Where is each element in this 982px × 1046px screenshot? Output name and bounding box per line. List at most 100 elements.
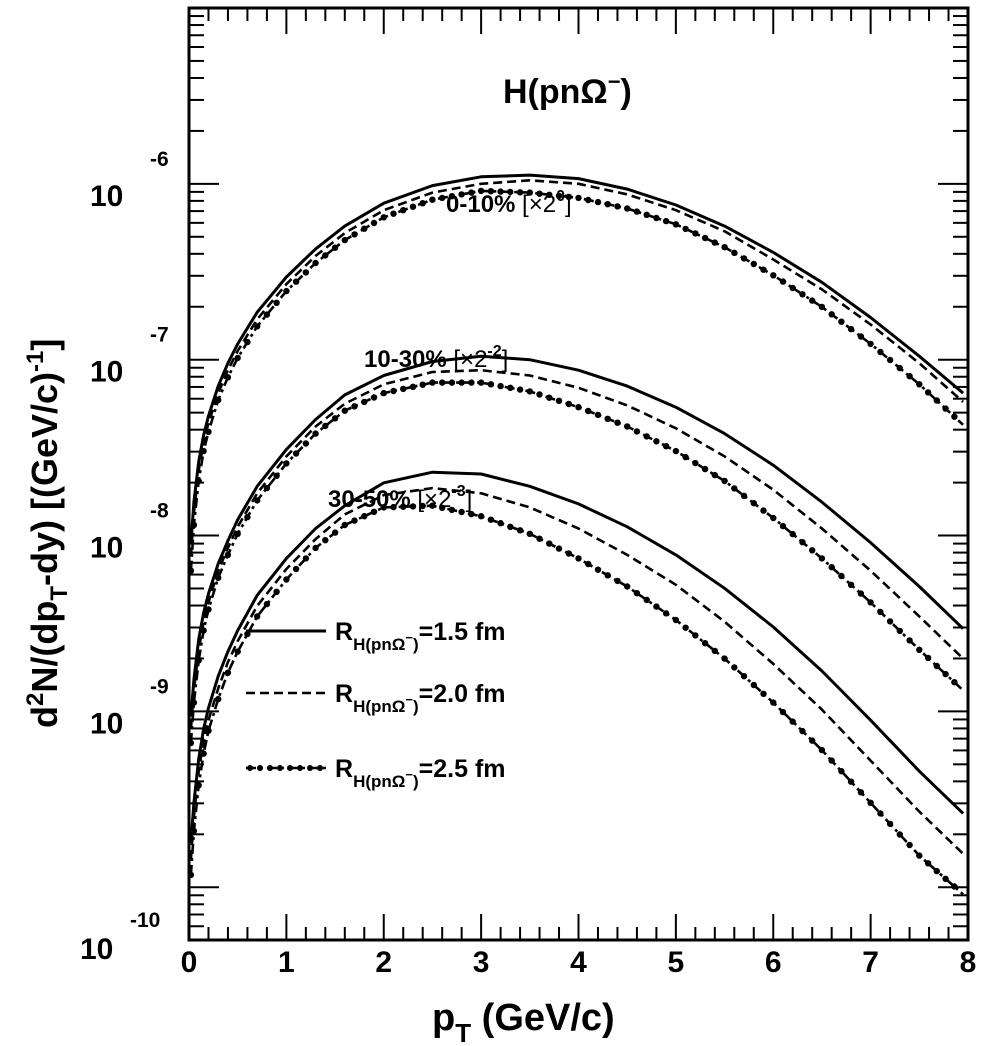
- group-label: 10-30% [×2-2]: [364, 343, 508, 373]
- series-marker: [448, 506, 456, 514]
- legend-label: RH(pnΩ−)=2.0 fm: [335, 680, 506, 716]
- legend-label-main: R: [335, 618, 353, 646]
- series-marker: [565, 550, 572, 557]
- series-marker: [487, 381, 495, 388]
- series-marker: [942, 405, 949, 412]
- series-marker: [789, 718, 796, 725]
- series-30-50%-solid: [189, 470, 965, 844]
- series-marker: [731, 664, 738, 671]
- series-marker: [409, 503, 417, 510]
- series-marker: [692, 230, 699, 237]
- y-tick-base: 10: [80, 933, 113, 966]
- series-marker: [779, 522, 787, 530]
- series-marker: [516, 189, 524, 196]
- series-marker: [351, 517, 358, 524]
- series-marker: [692, 632, 699, 639]
- series-marker: [818, 555, 826, 562]
- series-marker: [419, 381, 426, 388]
- series-marker: [877, 608, 884, 616]
- axis-tick-labels: 0 1 2 3 4 5 6 7 8 10 -6 10 -7 10 -8 10 -9 10 -10: [80, 148, 976, 979]
- series-0-10%-dotdash: [189, 189, 964, 571]
- series-marker: [867, 340, 874, 348]
- series-marker: [487, 516, 495, 523]
- series-marker: [341, 236, 348, 244]
- series-marker: [322, 422, 329, 430]
- series-marker: [942, 875, 949, 882]
- series-marker: [516, 527, 524, 534]
- series-marker: [187, 739, 195, 747]
- legend-marker: [287, 765, 293, 771]
- series-marker: [477, 187, 485, 195]
- series-marker: [224, 374, 232, 381]
- series-marker: [662, 610, 670, 617]
- series-marker: [604, 415, 611, 422]
- legend-marker: [267, 765, 273, 771]
- series-marker: [750, 681, 757, 689]
- series-marker: [555, 397, 563, 404]
- series-marker: [400, 385, 407, 393]
- series-marker: [244, 338, 251, 346]
- series-marker: [273, 588, 280, 595]
- series-marker: [331, 244, 339, 251]
- series-marker: [575, 404, 582, 411]
- series-marker: [536, 535, 543, 542]
- series-marker: [633, 590, 641, 597]
- series-marker: [896, 831, 903, 838]
- series-marker: [516, 386, 524, 393]
- series-marker: [380, 504, 387, 511]
- series-marker: [916, 852, 923, 859]
- legend-label-sub: H(pnΩ: [353, 697, 405, 716]
- chart-title-close: ): [621, 73, 632, 111]
- series-10-30%-dashed: [189, 368, 965, 730]
- series-marker: [536, 391, 543, 398]
- series-marker: [838, 318, 845, 325]
- series-marker: [497, 382, 504, 390]
- y-tick-label: 10: [90, 532, 123, 565]
- series-marker: [263, 484, 271, 492]
- series-marker: [468, 510, 475, 518]
- x-tick-label: 8: [960, 946, 977, 979]
- series-marker: [195, 477, 202, 485]
- series-marker: [594, 566, 602, 573]
- series-marker: [643, 433, 650, 440]
- y-tick-exponent: -10: [130, 909, 160, 932]
- annotations: H(pnΩ−)0-10% [×20]10-30% [×2-2]30-50% [×…: [328, 69, 632, 513]
- series-marker: [867, 599, 874, 606]
- series-marker: [951, 413, 958, 420]
- series-marker: [234, 530, 241, 537]
- series-marker: [779, 278, 787, 285]
- series-marker: [409, 203, 417, 210]
- series-marker: [370, 219, 378, 227]
- group-label: 0-10% [×20]: [446, 188, 572, 218]
- series-marker: [614, 577, 621, 585]
- series-0-10%-solid: [189, 173, 965, 545]
- series-marker: [916, 381, 923, 388]
- series-marker: [933, 397, 940, 404]
- series-marker: [906, 841, 913, 849]
- series-marker: [896, 364, 903, 372]
- series-marker: [624, 423, 631, 430]
- series-marker: [224, 669, 232, 676]
- axis-titles: pT (GeV/c)d2N/(dpT-dy) [(GeV/c)-1]: [22, 339, 615, 1046]
- group-label-name: 10-30%: [364, 346, 453, 373]
- y-axis-title-a: d: [24, 706, 65, 728]
- series-marker: [886, 356, 894, 364]
- series-marker: [322, 537, 329, 544]
- chart-title: H(pnΩ−): [503, 69, 632, 111]
- series-marker: [507, 384, 514, 391]
- series-marker: [770, 514, 777, 522]
- series-marker: [604, 201, 611, 208]
- series-marker: [546, 394, 553, 401]
- series-marker: [458, 379, 465, 386]
- series-marker: [331, 529, 339, 536]
- series-marker: [750, 500, 757, 507]
- series-marker: [799, 539, 806, 546]
- series-marker: [633, 208, 641, 215]
- group-label-name: 30-50%: [328, 486, 417, 513]
- series-marker: [439, 504, 446, 511]
- x-axis-title-rest: (GeV/c): [471, 997, 615, 1039]
- series-marker: [951, 883, 958, 890]
- series-marker: [750, 260, 757, 268]
- series-marker: [809, 547, 816, 554]
